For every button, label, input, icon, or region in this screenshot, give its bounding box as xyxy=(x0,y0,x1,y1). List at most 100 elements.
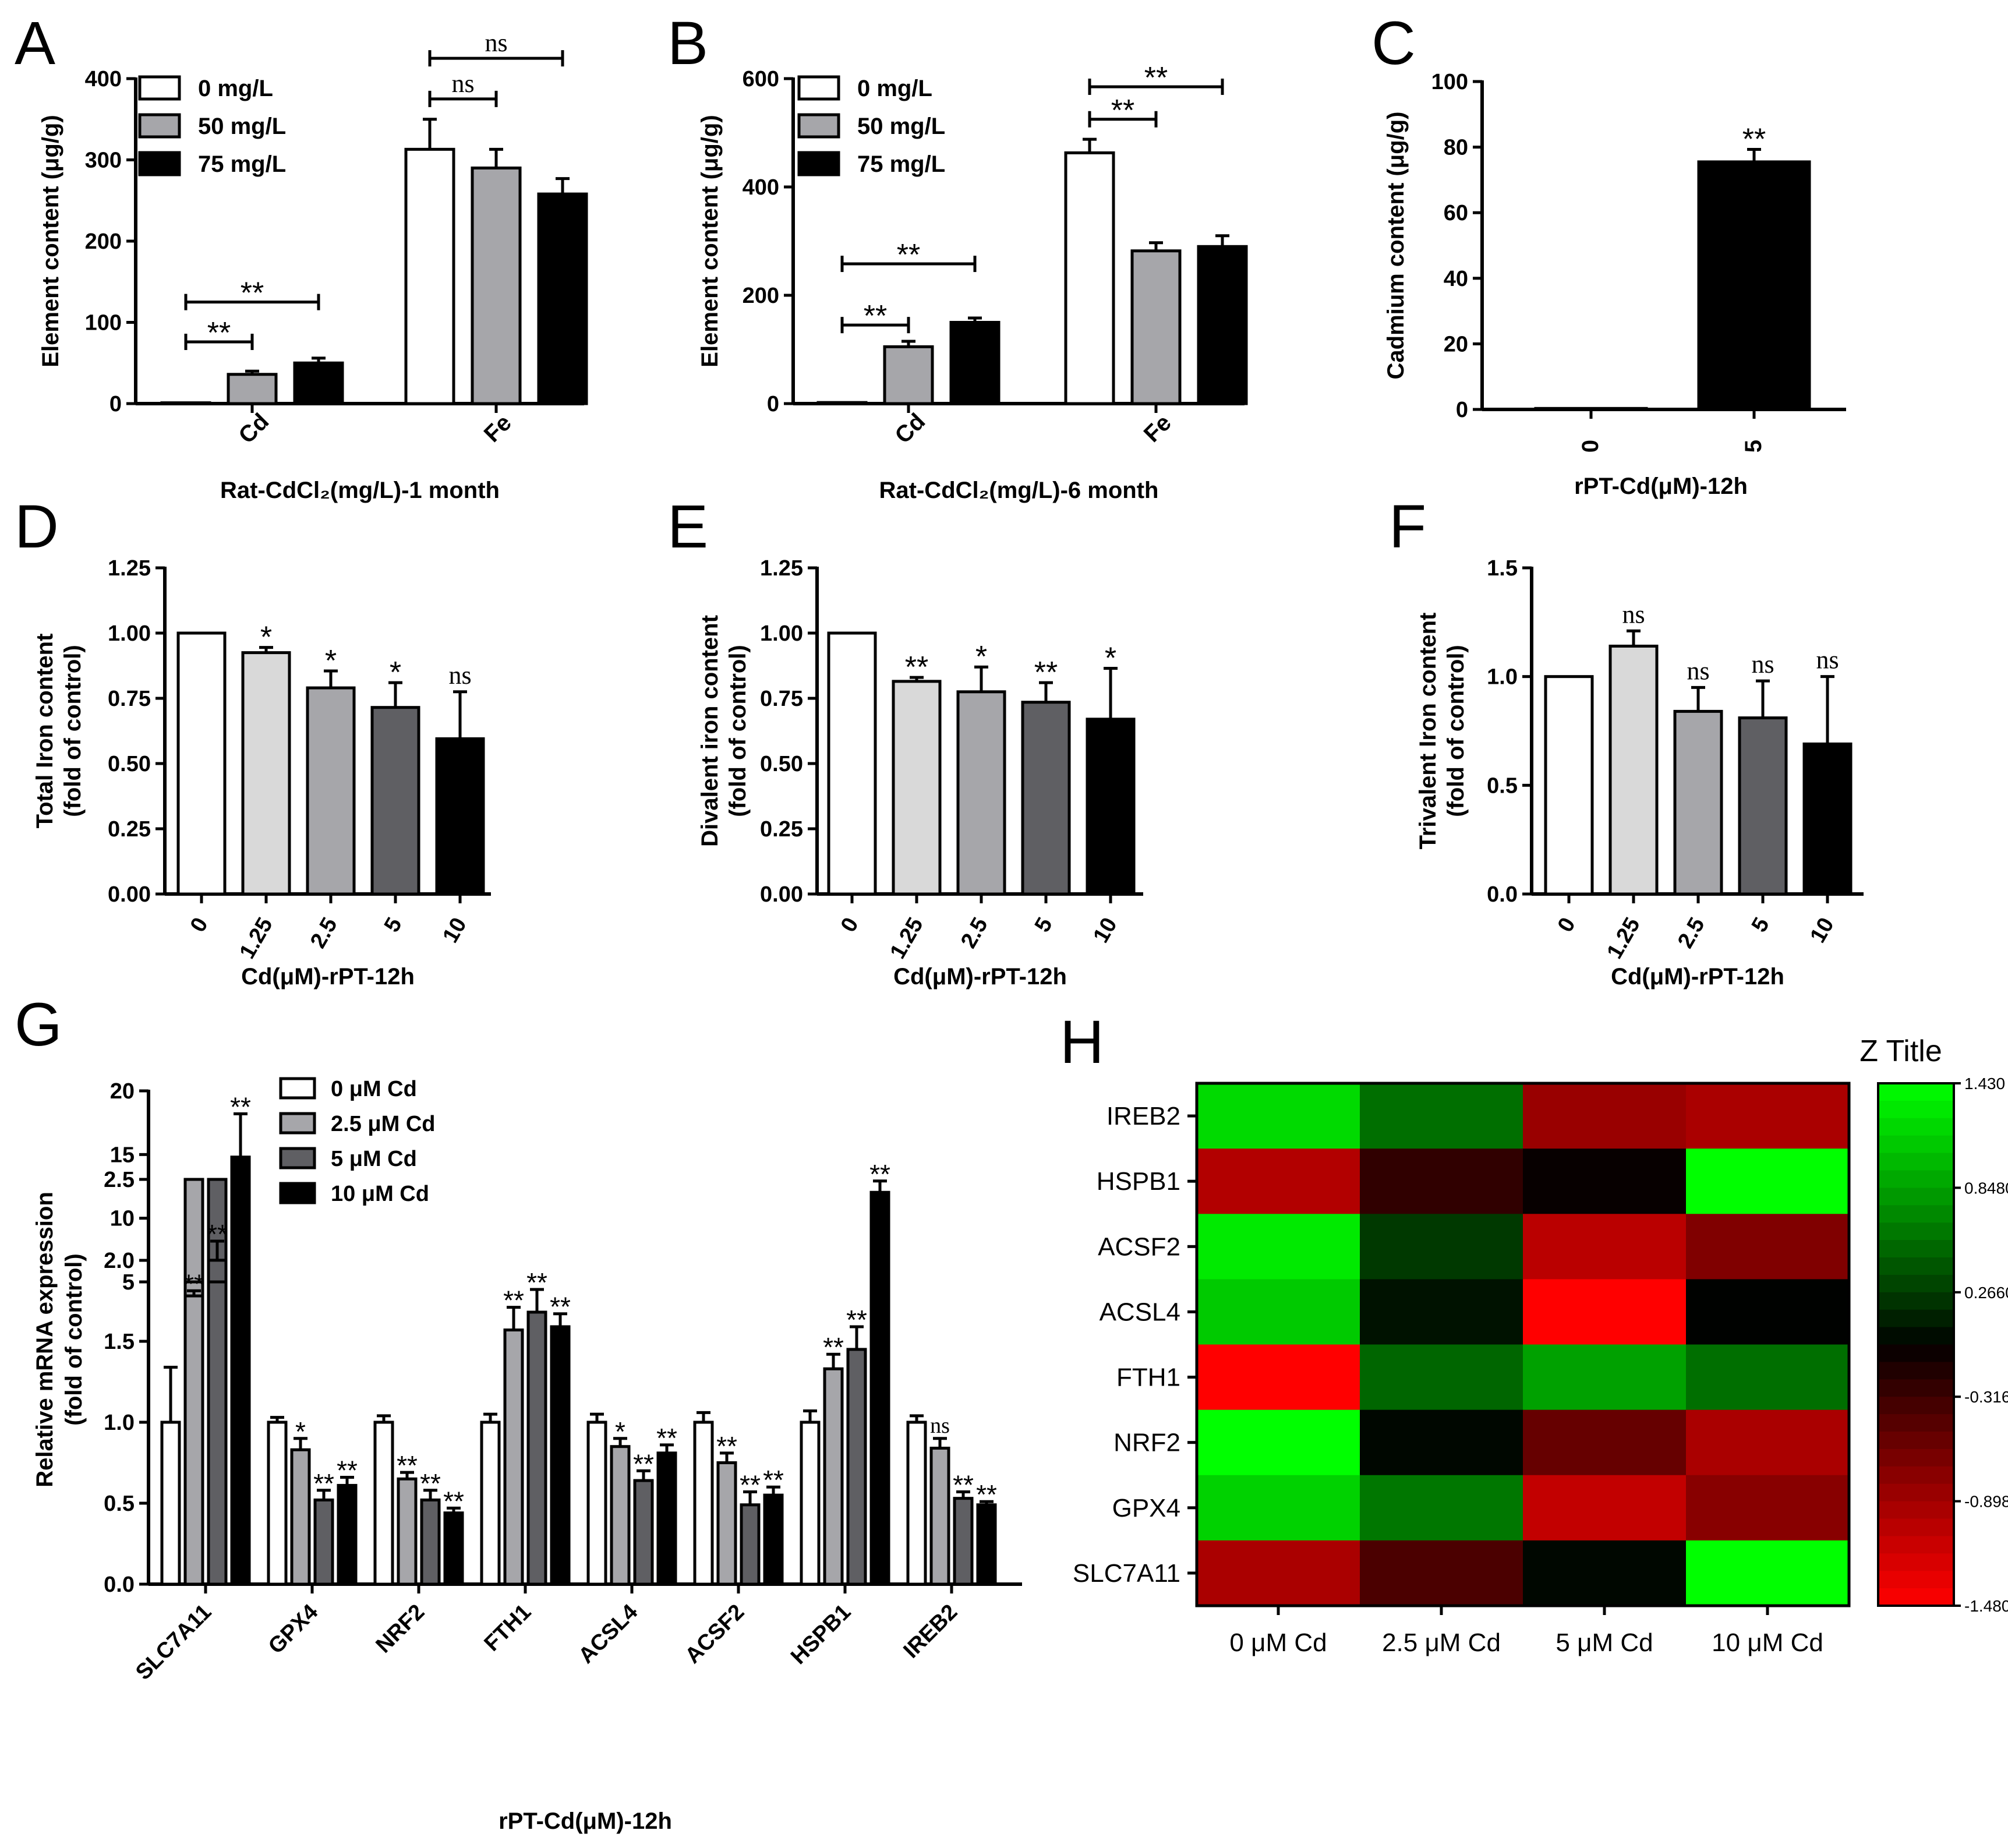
panel-c-y-tick-label: 40 xyxy=(1444,267,1468,291)
comparison-label: ** xyxy=(1111,94,1134,128)
significance-label: * xyxy=(615,1416,625,1447)
y-axis-label: Relative mRNA expression xyxy=(32,1192,58,1487)
bar-FTH1-10MCd xyxy=(550,1325,571,1586)
bar-1.25 xyxy=(241,651,291,896)
colorbar-step xyxy=(1878,1100,1954,1119)
bar-0 xyxy=(176,631,227,896)
bar-50mgL-Fe xyxy=(1130,249,1182,405)
chart-panel-h: IREB2 HSPB1 ACSF2 ACSL4 FTH1 NRF2 GPX4 SLC7A11 0… xyxy=(1073,1034,2008,1657)
x-tick-label: 5 xyxy=(1741,440,1766,453)
panel-a-y-tick-label: 300 xyxy=(85,149,122,173)
chart-panel-e: 0.00 0.25 0.50 0.75 1.00 1.25 Divalent iron co… xyxy=(697,556,1143,990)
chart-panel-b: 0 200 400 600 Element content (μg/g) Cd Fe ** **… xyxy=(697,61,1248,503)
legend-label: 50 mg/L xyxy=(198,114,286,139)
bar-10 xyxy=(435,737,485,896)
y-tick-label: 0.0 xyxy=(104,1573,135,1597)
x-axis-label: Rat-CdCl₂(mg/L)-1 month xyxy=(220,478,500,503)
x-tick-label: Fe xyxy=(479,410,517,447)
panel-d-y-tick-label: 1.25 xyxy=(108,556,151,581)
heatmap-cell-IREB2-1 xyxy=(1360,1083,1523,1149)
bar-HSPB1-0MCd xyxy=(800,1421,821,1586)
bar-FTH1-0MCd xyxy=(480,1421,501,1586)
colorbar-step xyxy=(1878,1414,1954,1432)
heatmap-cell-GPX4-0 xyxy=(1197,1475,1360,1541)
panel-f-y-tick-label: 0.5 xyxy=(1487,773,1518,798)
bar-GPX4-10MCd xyxy=(337,1483,358,1586)
heatmap-cell-HSPB1-0 xyxy=(1197,1149,1360,1214)
significance-label: ns xyxy=(1751,650,1774,679)
bar-ACSL4-0MCd xyxy=(586,1421,607,1586)
colorbar-step xyxy=(1878,1118,1954,1136)
x-axis-label: rPT-Cd(μM)-12h xyxy=(499,1808,672,1834)
bar-FTH1-5MCd xyxy=(526,1310,547,1586)
bar-SLC7A11-10MCd-upper xyxy=(230,1156,251,1284)
significance-label: ** xyxy=(823,1332,844,1362)
bar-75mgL-Cd xyxy=(949,321,1001,405)
bar-75mgL-Fe xyxy=(1197,245,1248,405)
significance-label: * xyxy=(390,656,401,690)
significance-label: ** xyxy=(656,1423,677,1453)
panel-label-d: D xyxy=(15,493,59,561)
panel-b-y-tick-label: 200 xyxy=(743,284,779,308)
x-tick-label: 0 xyxy=(836,914,864,937)
comparison-label: ns xyxy=(485,29,507,57)
significance-label: ** xyxy=(633,1448,654,1479)
panel-e-y-tick-label: 0.50 xyxy=(760,752,803,776)
x-tick-label: HSPB1 xyxy=(786,1600,855,1669)
legend-label: 0 mg/L xyxy=(857,76,932,101)
x-axis-label: Cd(μM)-rPT-12h xyxy=(241,964,415,990)
x-tick-label: 2.5 xyxy=(1673,914,1710,953)
panel-label-f: F xyxy=(1389,493,1426,561)
significance-label: ** xyxy=(443,1486,464,1516)
heatmap-row-label: HSPB1 xyxy=(1097,1167,1180,1196)
x-tick-label: FTH1 xyxy=(479,1600,536,1656)
bar-SLC7A11-5MCd-upper xyxy=(207,1259,228,1284)
significance-label: ** xyxy=(207,1219,228,1249)
panel-e-y-tick-label: 0.25 xyxy=(760,817,803,842)
bar-IREB2-5MCd xyxy=(953,1497,974,1586)
bar-5 xyxy=(1021,701,1071,896)
significance-label: * xyxy=(975,640,987,674)
y-axis-label: Element content (μg/g) xyxy=(38,115,63,367)
x-axis-label: rPT-Cd(μM)-12h xyxy=(1574,474,1748,499)
colorbar-step xyxy=(1878,1274,1954,1293)
bar-GPX4-5MCd xyxy=(313,1498,334,1586)
y-tick-label: 0.5 xyxy=(104,1492,135,1516)
heatmap-row-label: GPX4 xyxy=(1112,1494,1180,1522)
significance-label: ns xyxy=(1622,600,1645,628)
bar-IREB2-25MCd xyxy=(929,1446,950,1586)
x-tick-label: 1.25 xyxy=(1602,914,1645,963)
y-axis-label: Element content (μg/g) xyxy=(697,115,723,367)
y-tick-label: 1.0 xyxy=(104,1411,135,1435)
significance-label: ** xyxy=(846,1305,867,1335)
significance-label: ** xyxy=(397,1450,418,1480)
legend-label: 75 mg/L xyxy=(198,151,286,177)
bar-50mgL-Cd xyxy=(227,373,278,405)
heatmap-cell-GPX4-3 xyxy=(1686,1475,1850,1541)
panel-d-y-tick-label: 0.50 xyxy=(108,752,151,776)
y-tick-label: 15 xyxy=(110,1143,135,1167)
colorbar-step xyxy=(1878,1309,1954,1328)
y-tick-label: 2.5 xyxy=(104,1168,135,1192)
panel-d-y-tick-label: 0.25 xyxy=(108,817,151,842)
bar-ACSF2-25MCd xyxy=(716,1461,737,1586)
panel-label-b: B xyxy=(667,9,708,77)
significance-label: ** xyxy=(953,1470,974,1500)
heatmap-cell-SLC7A11-2 xyxy=(1523,1540,1687,1606)
panel-a-y-tick-label: 0 xyxy=(109,392,122,416)
colorbar-step xyxy=(1878,1257,1954,1275)
x-tick-label: 2.5 xyxy=(306,914,342,953)
x-tick-label: GPX4 xyxy=(264,1600,323,1659)
heatmap-cell-ACSF2-0 xyxy=(1197,1214,1360,1280)
panel-d-y-tick-label: 1.00 xyxy=(108,621,151,646)
chart-panel-f: 0.0 0.5 1.0 1.5 Trivalent Iron content (fold … xyxy=(1415,556,1864,990)
colorbar-step xyxy=(1878,1327,1954,1345)
bar-IREB2-0MCd xyxy=(906,1421,927,1586)
colorbar-step xyxy=(1878,1571,1954,1589)
bar-HSPB1-10MCd xyxy=(869,1190,890,1586)
colorbar-tick-label: -1.480 xyxy=(1964,1597,2008,1615)
bar-ACSF2-5MCd xyxy=(740,1503,761,1586)
heatmap-col-label: 5 μM Cd xyxy=(1556,1628,1653,1657)
heatmap-col-label: 0 μM Cd xyxy=(1229,1628,1327,1657)
heatmap-row-label: SLC7A11 xyxy=(1073,1559,1180,1588)
